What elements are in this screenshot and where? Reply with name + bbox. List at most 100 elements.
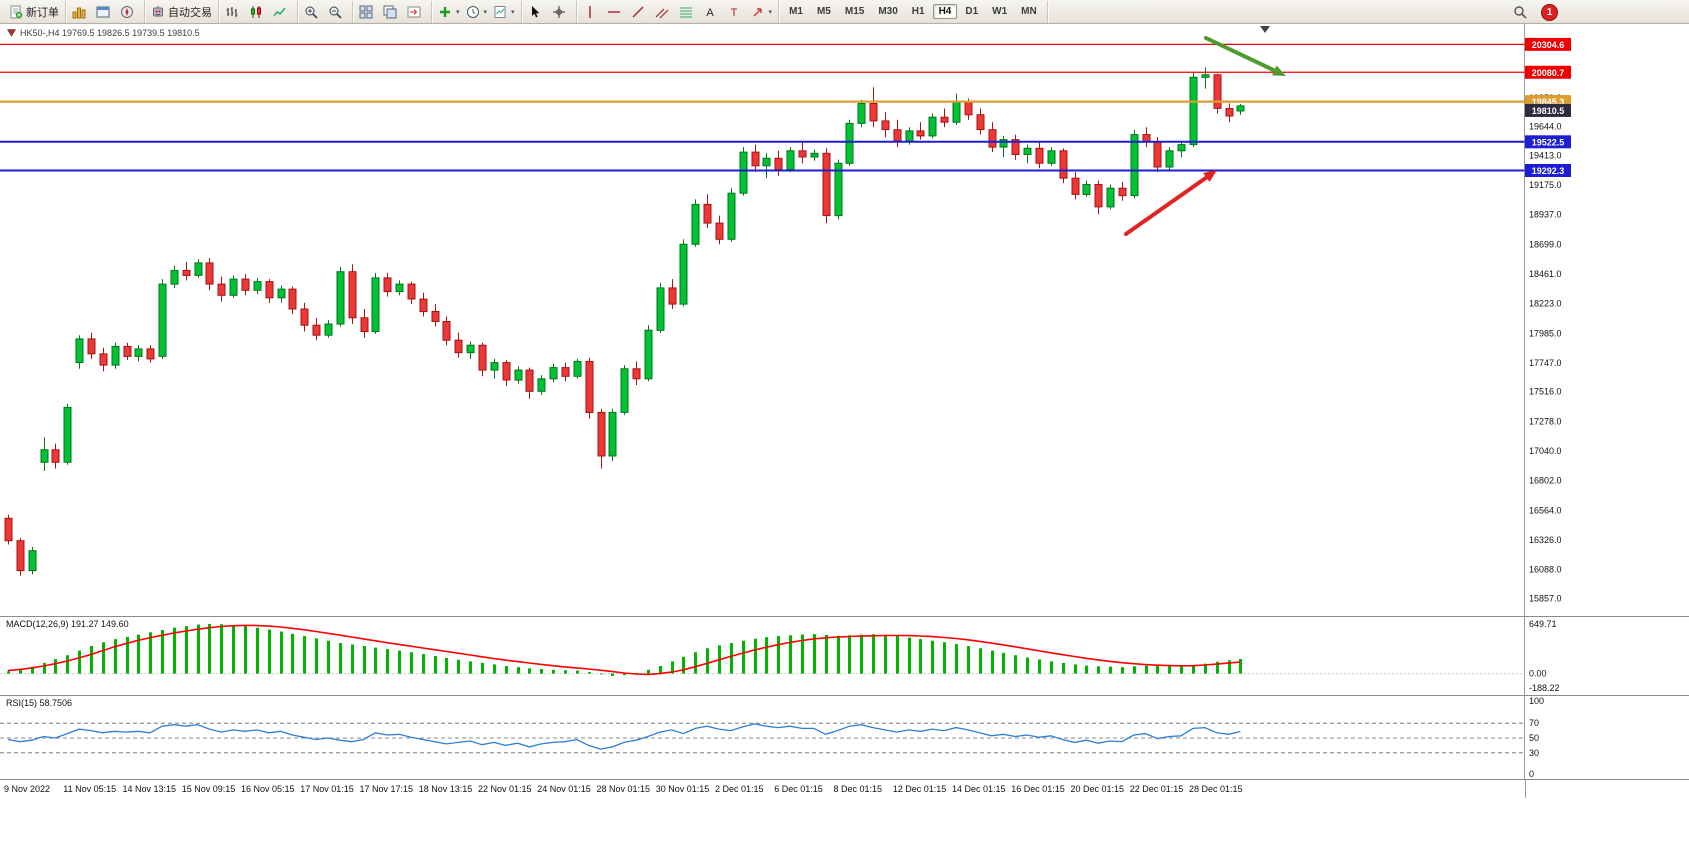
time-label: 18 Nov 13:15 (418, 784, 473, 794)
price-line-label (1525, 37, 1571, 51)
horizontal-line-button[interactable] (604, 1, 628, 23)
bar-chart-button[interactable] (222, 1, 246, 23)
charts-icon (72, 5, 86, 19)
macd-panel[interactable]: 649.71 0.00 -188.22 (0, 616, 1689, 695)
candles (4, 67, 1245, 576)
time-label: 20 Dec 01:15 (1070, 784, 1125, 794)
tf-m15-label: M15 (844, 6, 865, 17)
tf-m5[interactable]: M5 (811, 4, 837, 19)
horizontal-line-20304.6[interactable]: 20304.6 (0, 37, 1571, 51)
indicators-button[interactable]: ▾ (435, 1, 463, 23)
price-axis-label: 15857.0 (1529, 593, 1562, 603)
profiles-button[interactable] (93, 1, 117, 23)
tf-m1[interactable]: M1 (783, 4, 809, 19)
time-label: 12 Dec 01:15 (892, 784, 947, 794)
equidistant-channel-button[interactable] (652, 1, 676, 23)
candlestick-chart-button[interactable] (246, 1, 270, 23)
trendline-button[interactable] (628, 1, 652, 23)
tf-mn-label: MN (1021, 6, 1037, 17)
tf-d1[interactable]: D1 (959, 4, 984, 19)
time-label: 15 Nov 09:15 (181, 784, 236, 794)
price-axis-label: 19413.0 (1529, 150, 1562, 160)
equidistant-channel-icon (655, 5, 669, 19)
label-icon: T (727, 5, 741, 19)
one-click-trading-icon[interactable] (7, 29, 16, 37)
notification-badge[interactable]: 1 (1541, 3, 1558, 21)
new-order-button[interactable]: 新订单 (6, 1, 62, 23)
horizontal-line-icon (607, 5, 621, 19)
horizontal-line-19292.3[interactable]: 19292.3 (0, 163, 1571, 177)
macd-axis-label: -188.22 (1529, 683, 1560, 693)
trendline-icon (631, 5, 645, 19)
price-axis-label: 16564.0 (1529, 505, 1562, 515)
fibonacci-button[interactable] (676, 1, 700, 23)
time-label: 22 Dec 01:15 (1129, 784, 1184, 794)
chevron-down-icon: ▾ (768, 8, 773, 16)
autotrading-button-label: 自动交易 (168, 6, 212, 19)
symbol-ohlc-text: HK50-,H4 19769.5 19826.5 19739.5 19810.5 (20, 28, 200, 38)
price-axis-label: 16088.0 (1529, 565, 1562, 575)
navigator-icon (120, 5, 134, 19)
candlestick-chart-icon (249, 5, 263, 19)
chart-canvas[interactable]: 19873.019644.019413.019175.018937.018699… (0, 24, 1689, 616)
arrange-charts-icon (383, 5, 397, 19)
rsi-panel[interactable]: 100 70 50 30 0 (0, 695, 1689, 779)
macd-axis-label: 0.00 (1529, 669, 1547, 679)
tf-h4[interactable]: H4 (932, 4, 958, 19)
arrange-charts-button[interactable] (380, 1, 404, 23)
bottom-strip (0, 798, 1689, 862)
red-up-arrow[interactable] (1124, 170, 1217, 236)
new-order-button-label: 新订单 (26, 6, 59, 19)
tile-windows-button[interactable] (356, 1, 380, 23)
time-label: 6 Dec 01:15 (774, 784, 823, 794)
svg-text:20080.7: 20080.7 (1532, 68, 1565, 78)
time-axis[interactable]: 9 Nov 2022 11 Nov 05:15 14 Nov 13:15 15 Nov… (0, 779, 1689, 799)
tf-m1-label: M1 (789, 6, 803, 17)
horizontal-line-19522.5[interactable]: 19522.5 (0, 135, 1571, 149)
tf-h1[interactable]: H1 (906, 4, 931, 19)
tf-m30[interactable]: M30 (872, 4, 903, 19)
chevron-down-icon: ▾ (456, 8, 460, 16)
chart-shift-button[interactable] (404, 1, 428, 23)
time-label: 2 Dec 01:15 (715, 784, 764, 794)
shift-marker[interactable] (1260, 26, 1270, 33)
navigator-button[interactable] (117, 1, 141, 23)
line-chart-button[interactable] (270, 1, 294, 23)
macd-label: MACD(12,26,9) 191.27 149.60 (6, 619, 129, 629)
time-label: 11 Nov 05:15 (63, 784, 117, 794)
templates-button[interactable]: ▾ (490, 1, 518, 23)
chart-shift-icon (407, 5, 421, 19)
crosshair-button[interactable] (549, 1, 573, 23)
time-label: 28 Dec 01:15 (1189, 784, 1243, 794)
search-button[interactable] (1510, 1, 1534, 23)
autotrading-icon (151, 5, 165, 19)
price-axis-label: 18937.0 (1529, 210, 1562, 220)
tf-w1[interactable]: W1 (986, 4, 1013, 19)
symbol-ohlc-info: HK50-,H4 19769.5 19826.5 19739.5 19810.5 (7, 28, 200, 38)
charts-button[interactable] (69, 1, 93, 23)
horizontal-line-20080.7[interactable]: 20080.7 (0, 65, 1571, 79)
arrows-icon (751, 5, 765, 19)
tf-m15[interactable]: M15 (839, 4, 870, 19)
rsi-axis-label: 70 (1529, 718, 1539, 728)
arrows-button[interactable]: ▾ (748, 1, 776, 23)
svg-text:19292.3: 19292.3 (1532, 166, 1565, 176)
label-button[interactable]: T (724, 1, 748, 23)
tf-m5-label: M5 (816, 6, 831, 17)
time-label: 17 Nov 01:15 (300, 784, 354, 794)
text-button[interactable]: A (700, 1, 724, 23)
zoom-out-button[interactable] (325, 1, 349, 23)
periods-button[interactable]: ▾ (463, 1, 491, 23)
rsi-label: RSI(15) 58.7506 (6, 698, 73, 708)
cursor-button[interactable] (525, 1, 549, 23)
price-line-label (1525, 163, 1571, 177)
new-order-icon (9, 5, 23, 19)
svg-text:19522.5: 19522.5 (1532, 137, 1565, 147)
tf-h4-label: H4 (938, 6, 952, 17)
tf-mn[interactable]: MN (1015, 4, 1043, 19)
indicators-icon (438, 5, 452, 19)
autotrading-button[interactable]: 自动交易 (148, 1, 215, 23)
green-down-arrow[interactable] (1204, 36, 1286, 76)
vertical-line-button[interactable] (580, 1, 604, 23)
zoom-in-button[interactable] (301, 1, 325, 23)
